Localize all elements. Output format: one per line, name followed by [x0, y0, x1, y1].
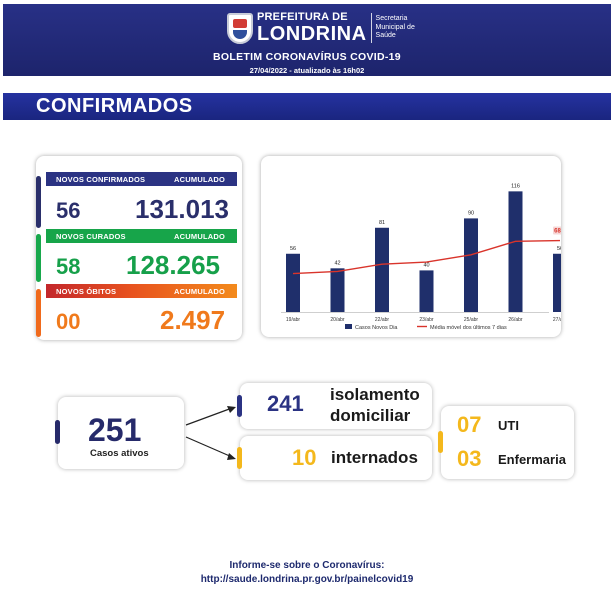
uti-count: 07 — [457, 412, 482, 437]
legend-label-line: Média móvel dos últimos 7 dias — [430, 325, 507, 331]
hospitalized-label: internados — [331, 448, 418, 467]
hospitalized-box — [240, 436, 432, 480]
footer-info: Informe-se sobre o Coronavírus: — [229, 560, 385, 571]
arrow-head-hospital — [227, 453, 236, 460]
x-tick-4: 25/abr — [464, 317, 479, 323]
bar-value-6: 56 — [557, 246, 561, 252]
active-count: 251 — [88, 412, 142, 448]
confirmed-acc-label: ACUMULADO — [174, 174, 225, 184]
logo-divider — [370, 13, 372, 43]
x-tick-6: 27/abr — [553, 317, 561, 323]
active-accent-bar — [55, 420, 60, 444]
deaths-header: NOVOS ÓBITOS ACUMULADO — [46, 284, 237, 298]
bar-6 — [553, 253, 561, 312]
x-tick-5: 26/abr — [508, 317, 523, 323]
arrow-to-hospital — [185, 436, 233, 458]
active-cases-box — [58, 397, 184, 469]
bar-5 — [508, 191, 523, 312]
logo-line1: PREFEITURA DE — [257, 11, 348, 23]
recovered-header: NOVOS CURADOS ACUMULADO — [46, 229, 237, 243]
deaths-new: 00 — [56, 309, 81, 334]
recovered-label: NOVOS CURADOS — [56, 231, 126, 241]
moving-average-line — [292, 239, 561, 275]
hospitalized-count: 10 — [292, 445, 317, 470]
chart-card: 56 19/abr 42 20/abr 81 22/abr 40 23/abr 90 25/abr… — [261, 156, 561, 337]
bar-value-1: 42 — [334, 260, 340, 266]
prefeitura-logo: PREFEITURA DE LONDRINA Secretaria Munici… — [227, 11, 426, 45]
coat-of-arms-icon — [227, 12, 253, 44]
bar-2 — [375, 227, 389, 312]
confirmed-new: 56 — [56, 198, 81, 223]
bulletin-title: BOLETIM CORONAVÍRUS COVID-19 — [213, 51, 401, 63]
legend-swatch-bars — [345, 324, 352, 329]
annotation-bg — [553, 226, 561, 235]
ward-count: 03 — [457, 446, 482, 471]
isolation-accent-bar — [237, 395, 242, 417]
x-tick-0: 19/abr — [286, 317, 301, 323]
isolation-box — [240, 383, 432, 429]
active-label: Casos ativos — [90, 448, 149, 459]
bar-value-3: 40 — [423, 262, 429, 268]
bar-value-0: 56 — [290, 246, 296, 252]
isolation-count: 241 — [267, 391, 304, 416]
bar-value-4: 90 — [468, 210, 474, 216]
deaths-acc-label: ACUMULADO — [174, 286, 225, 296]
confirmed-accumulated: 131.013 — [135, 194, 229, 224]
bar-0 — [286, 253, 300, 312]
arrow-head-isolation — [227, 406, 236, 413]
bar-value-2: 81 — [379, 220, 385, 226]
x-tick-1: 20/abr — [330, 317, 345, 323]
recovered-new: 58 — [56, 254, 81, 279]
hospital-accent-bar — [438, 431, 443, 453]
confirmed-header: NOVOS CONFIRMADOS ACUMULADO — [46, 172, 237, 186]
isolation-label-line2: domiciliar — [330, 406, 411, 425]
section-title: CONFIRMADOS — [36, 95, 193, 117]
uti-label: UTI — [498, 418, 519, 433]
daily-cases-chart: 56 19/abr 42 20/abr 81 22/abr 40 23/abr 90 25/abr… — [281, 183, 561, 331]
isolation-label: isolamento domiciliar — [330, 384, 420, 426]
ward-label: Enfermaria — [498, 452, 566, 467]
recovered-acc-label: ACUMULADO — [174, 231, 225, 241]
footer-link[interactable]: http://saude.londrina.pr.gov.br/painelco… — [200, 574, 414, 585]
confirmed-accent-bar — [36, 176, 41, 228]
legend-label-bars: Casos Novos Dia — [355, 325, 398, 331]
bar-4 — [464, 218, 478, 312]
moving-average-annotation: 68,7 — [554, 229, 561, 235]
bar-3 — [419, 270, 434, 312]
section-band: CONFIRMADOS — [3, 93, 611, 120]
isolation-label-line1: isolamento — [330, 385, 420, 404]
deaths-label: NOVOS ÓBITOS — [56, 286, 117, 296]
bulletin-date: 27/04/2022 - atualizado às 16h02 — [249, 66, 365, 75]
deaths-accent-bar — [36, 289, 41, 337]
logo-secretariat: Secretaria Municipal de Saúde — [375, 15, 415, 40]
hospital-breakdown-box — [441, 406, 574, 479]
deaths-accumulated: 2.497 — [160, 305, 226, 335]
logo-line2: LONDRINA — [257, 23, 367, 45]
header-banner: PREFEITURA DE LONDRINA Secretaria Munici… — [3, 4, 611, 76]
x-tick-2: 22/abr — [375, 317, 390, 323]
x-tick-3: 23/abr — [419, 317, 434, 323]
bar-value-5: 116 — [511, 183, 520, 189]
recovered-accent-bar — [36, 234, 41, 282]
stats-card — [36, 156, 242, 340]
confirmed-label: NOVOS CONFIRMADOS — [56, 174, 146, 184]
arrow-to-isolation — [185, 407, 233, 426]
hospitalized-accent-bar — [237, 447, 242, 469]
recovered-accumulated: 128.265 — [126, 250, 220, 280]
bar-1 — [330, 268, 345, 312]
